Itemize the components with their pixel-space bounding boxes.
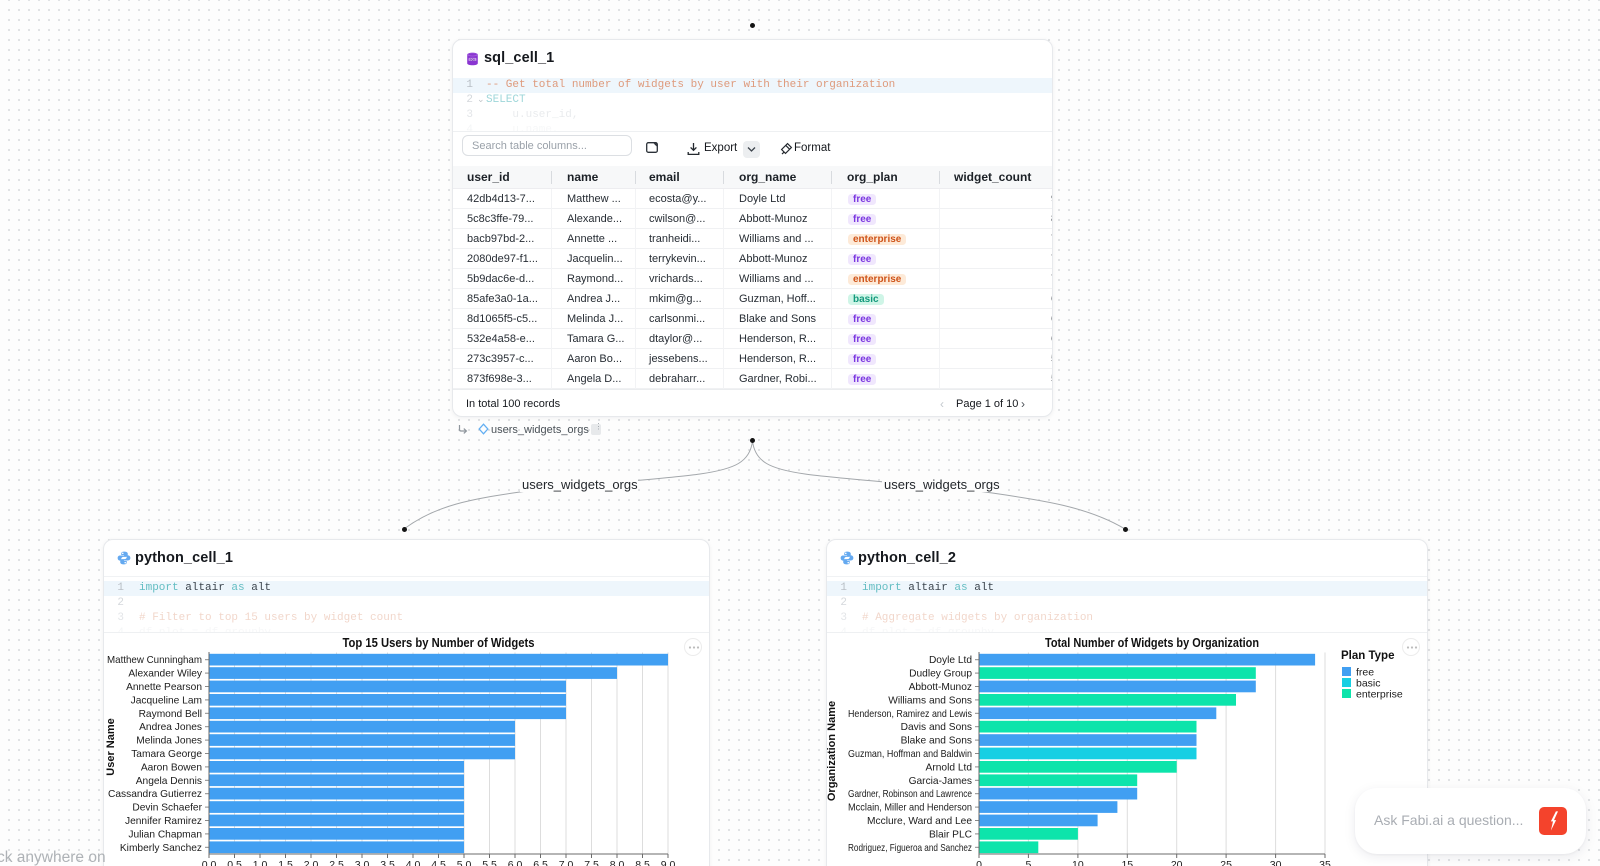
svg-text:Guzman, Hoffman and Baldwin: Guzman, Hoffman and Baldwin: [848, 749, 972, 760]
svg-text:6.5: 6.5: [533, 859, 548, 866]
svg-text:Kimberly Sanchez: Kimberly Sanchez: [120, 843, 202, 854]
svg-text:30: 30: [1270, 859, 1282, 866]
svg-text:3.0: 3.0: [355, 859, 370, 866]
svg-text:7.5: 7.5: [584, 859, 599, 866]
svg-text:enterprise: enterprise: [1356, 689, 1403, 701]
svg-text:Williams and Sons: Williams and Sons: [888, 695, 972, 706]
svg-text:Arnold Ltd: Arnold Ltd: [926, 762, 973, 773]
svg-text:Rodriguez, Figueroa and Sanche: Rodriguez, Figueroa and Sanchez: [848, 843, 972, 854]
svg-text:Melinda Jones: Melinda Jones: [136, 736, 202, 747]
svg-text:2.5: 2.5: [329, 859, 344, 866]
svg-text:0.0: 0.0: [202, 859, 217, 866]
svg-text:6.0: 6.0: [508, 859, 523, 866]
svg-text:Garcia-James: Garcia-James: [909, 776, 972, 787]
svg-text:1.5: 1.5: [278, 859, 293, 866]
svg-text:Jennifer Ramirez: Jennifer Ramirez: [125, 816, 202, 827]
svg-text:Plan Type: Plan Type: [1341, 650, 1394, 662]
svg-text:Blake and Sons: Blake and Sons: [901, 736, 972, 747]
svg-text:Davis and Sons: Davis and Sons: [901, 722, 972, 733]
svg-text:Blair PLC: Blair PLC: [929, 829, 972, 840]
svg-text:Aaron Bowen: Aaron Bowen: [141, 762, 202, 773]
svg-text:Matthew Cunningham: Matthew Cunningham: [107, 655, 202, 666]
svg-text:Jacqueline Lam: Jacqueline Lam: [131, 695, 202, 706]
svg-text:0.5: 0.5: [227, 859, 242, 866]
svg-text:Julian Chapman: Julian Chapman: [128, 829, 202, 840]
svg-text:35: 35: [1319, 859, 1331, 866]
svg-text:4.0: 4.0: [406, 859, 421, 866]
svg-text:Total Number of Widgets by Org: Total Number of Widgets by Organization: [1045, 635, 1259, 650]
svg-text:5.0: 5.0: [457, 859, 472, 866]
svg-text:Organization Name: Organization Name: [827, 701, 838, 801]
svg-text:Tamara George: Tamara George: [131, 749, 202, 760]
svg-text:Henderson, Ramirez and Lewis: Henderson, Ramirez and Lewis: [848, 709, 972, 720]
svg-text:Alexander Wiley: Alexander Wiley: [128, 669, 203, 680]
svg-text:20: 20: [1171, 859, 1183, 866]
svg-text:9.0: 9.0: [661, 859, 676, 866]
svg-text:5.5: 5.5: [482, 859, 497, 866]
svg-text:Annette Pearson: Annette Pearson: [126, 682, 202, 693]
svg-text:5: 5: [1025, 859, 1031, 866]
svg-text:Angela Dennis: Angela Dennis: [136, 776, 202, 787]
svg-text:Gardner, Robinson and Lawrence: Gardner, Robinson and Lawrence: [848, 789, 972, 800]
svg-text:basic: basic: [1356, 678, 1381, 690]
svg-text:15: 15: [1121, 859, 1133, 866]
svg-text:10: 10: [1072, 859, 1084, 866]
svg-text:Andrea Jones: Andrea Jones: [139, 722, 202, 733]
svg-text:4.5: 4.5: [431, 859, 446, 866]
svg-text:0: 0: [976, 859, 982, 866]
svg-text:Dudley Group: Dudley Group: [909, 669, 972, 680]
svg-text:Top 15 Users by Number of Widg: Top 15 Users by Number of Widgets: [343, 635, 535, 650]
svg-text:Cassandra Gutierrez: Cassandra Gutierrez: [108, 789, 202, 800]
svg-text:Abbott-Munoz: Abbott-Munoz: [909, 682, 972, 693]
svg-text:8.0: 8.0: [610, 859, 625, 866]
svg-text:8.5: 8.5: [635, 859, 650, 866]
svg-text:2.0: 2.0: [304, 859, 319, 866]
svg-text:1.0: 1.0: [253, 859, 268, 866]
svg-text:User Name: User Name: [105, 718, 117, 775]
svg-text:Devin Schaefer: Devin Schaefer: [132, 803, 202, 814]
svg-text:free: free: [1356, 667, 1374, 679]
svg-text:Mcclure, Ward and Lee: Mcclure, Ward and Lee: [867, 816, 972, 827]
svg-text:Raymond Bell: Raymond Bell: [139, 709, 202, 720]
svg-text:25: 25: [1220, 859, 1232, 866]
svg-text:3.5: 3.5: [380, 859, 395, 866]
svg-text:Doyle Ltd: Doyle Ltd: [929, 655, 972, 666]
svg-text:Mcclain, Miller and Henderson: Mcclain, Miller and Henderson: [848, 803, 972, 814]
svg-text:SQL: SQL: [470, 58, 476, 62]
svg-text:7.0: 7.0: [559, 859, 574, 866]
